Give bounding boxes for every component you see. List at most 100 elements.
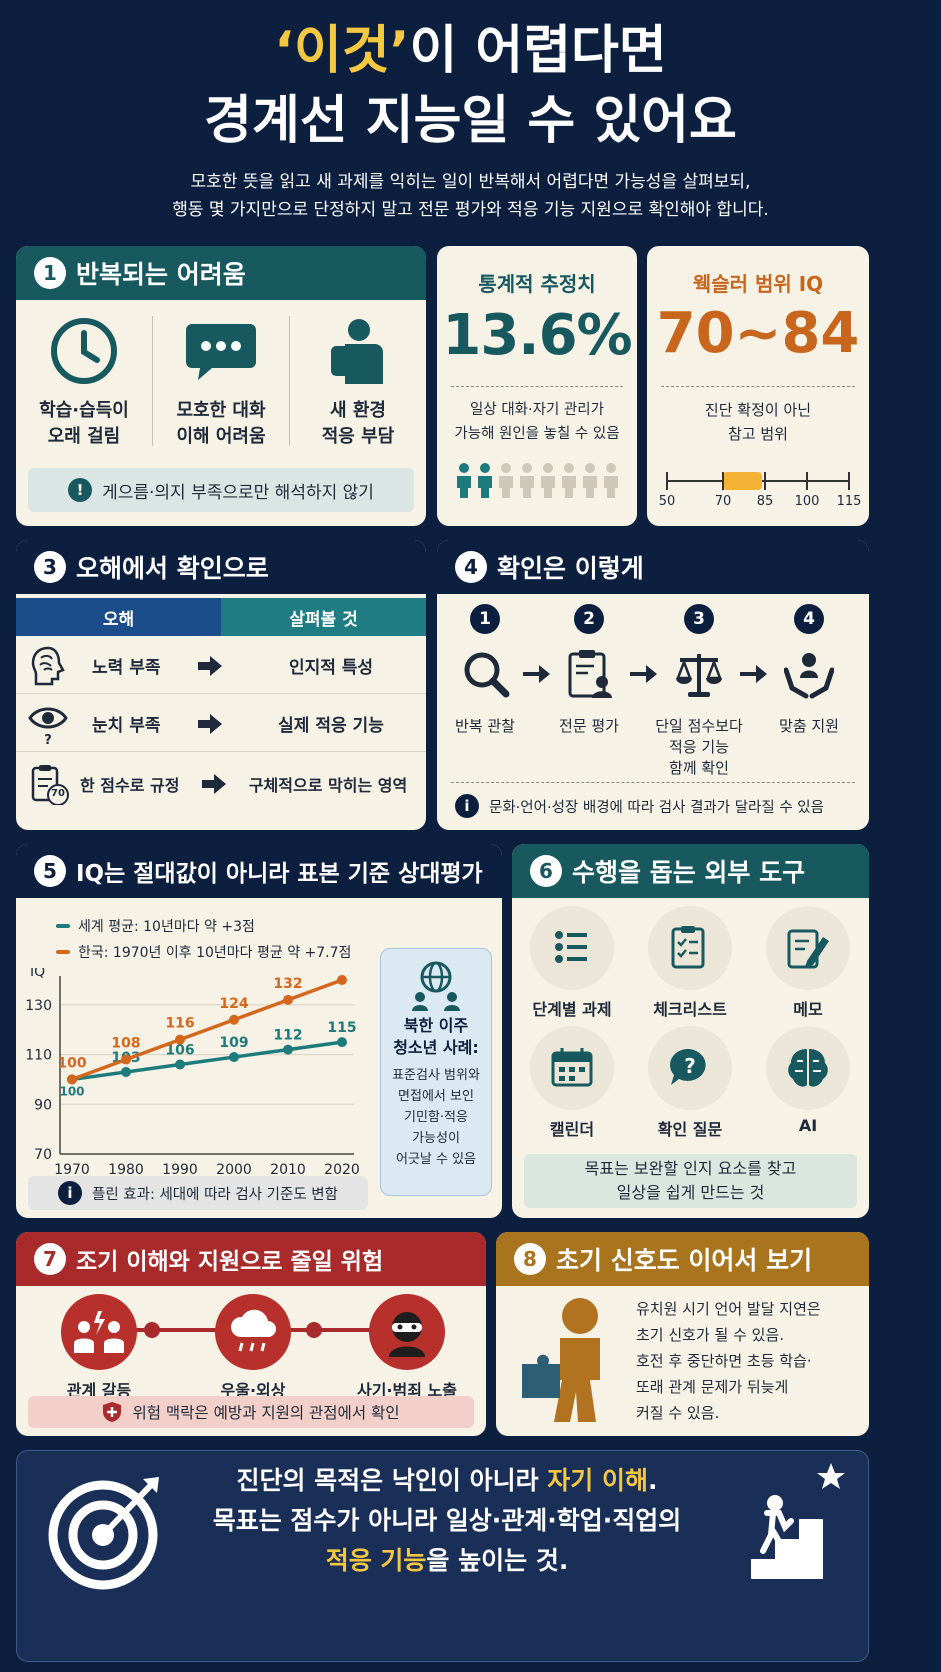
section-6-note: 목표는 보완할 인지 요소를 찾고 일상을 쉽게 만드는 것 <box>524 1154 857 1208</box>
eye-icon: ? <box>28 707 68 746</box>
data-label: 124 <box>219 996 248 1012</box>
misconception-rows: 노력 부족 인지적 특성 ? 눈치 부족 실제 적응 기능 70 한 점수로 규… <box>16 638 426 828</box>
person-icon <box>541 463 555 498</box>
data-label: 100 <box>57 1055 86 1071</box>
tool-icon-ring <box>766 1026 850 1110</box>
y-tick-label: 130 <box>25 998 52 1014</box>
magnifier-icon <box>464 652 510 698</box>
early-signs-text: 유치원 시기 언어 발달 지연은 초기 신호가 될 수 있음. 호전 후 중단하면 … <box>636 1296 864 1426</box>
scale-tick <box>764 472 766 490</box>
legend-label: 세계 평균: 10년마다 약 +3점 <box>78 919 255 935</box>
y-tick-label: 90 <box>34 1097 52 1113</box>
person-icon <box>478 463 492 498</box>
arrow-right-icon <box>740 665 767 683</box>
iq-label: 웩슬러 범위 IQ <box>692 272 824 296</box>
section-7-note: 위험 맥락은 예방과 지원의 관점에서 확인 <box>28 1396 474 1428</box>
item-label: 모호한 대화 이해 어려움 <box>176 400 266 447</box>
step-number: 2 <box>574 604 604 634</box>
tool-icon-ring <box>648 906 732 990</box>
data-point <box>67 1074 77 1085</box>
clipboard-person-icon <box>568 650 612 698</box>
section-title: 수행을 돕는 외부 도구 <box>572 858 806 887</box>
tools-grid: 단계별 과제 체크리스트 메모 캘린더? 확인 질문 AI <box>512 906 869 1146</box>
iq-range-card: 웩슬러 범위 IQ 70~84 진단 확정이 아닌 참고 범위 50 70 85 100… <box>647 246 869 526</box>
conflict-icon <box>61 1294 137 1370</box>
section-6-header: 6 수행을 돕는 외부 도구 <box>512 844 869 898</box>
data-point <box>175 1034 185 1045</box>
section-title: IQ는 절대값이 아니라 표본 기준 상대평가 <box>76 861 483 887</box>
legend-label: 한국: 1970년 이후 10년마다 평균 약 +7.7점 <box>78 945 352 961</box>
section-misconception: 3 오해에서 확인으로 오해 살펴볼 것 노력 부족 인지적 특성 ? 눈치 부… <box>16 540 426 830</box>
data-label: 132 <box>273 976 302 992</box>
table-row: 70 한 점수로 규정 구체적으로 막히는 영역 <box>16 756 426 812</box>
divider <box>289 316 290 446</box>
flynn-effect-note: i 플린 효과: 세대에 따라 검사 기준도 변함 <box>28 1176 368 1210</box>
section-number: 6 <box>530 855 562 887</box>
text-line: 또래 관계 문제가 뒤늦게 <box>636 1378 789 1396</box>
section-number: 8 <box>514 1243 546 1275</box>
question-bubble-icon: ? <box>670 1048 706 1085</box>
data-point <box>175 1059 185 1070</box>
data-point <box>283 994 293 1005</box>
note-text: 위험 맥락은 예방과 지원의 관점에서 확인 <box>132 1404 400 1422</box>
stat-description: 일상 대화·자기 관리가 가능해 원인을 놓칠 수 있음 <box>454 402 620 442</box>
difficulty-item: 새 환경 적응 부담 <box>290 316 426 450</box>
scale-tick-label: 85 <box>756 494 774 509</box>
data-point <box>337 1037 347 1048</box>
note-text: 플린 효과: 세대에 따라 검사 기준도 변함 <box>92 1186 338 1203</box>
series-line <box>71 978 343 1082</box>
section-1-header: 1 반복되는 어려움 <box>16 246 426 300</box>
connector-dot <box>306 1322 322 1338</box>
brain-head-icon <box>31 646 65 685</box>
score-badge: 70 <box>51 788 65 799</box>
people-pictogram <box>455 462 625 498</box>
range-band <box>723 472 763 490</box>
x-tick-label: 1970 <box>54 1162 90 1178</box>
step-list-icon <box>555 931 587 963</box>
step-number: 1 <box>470 604 500 634</box>
step-label: 단일 점수보다 적응 기능 함께 확인 <box>655 717 743 777</box>
scale-tick <box>666 472 668 490</box>
section-title: 초기 신호도 이어서 보기 <box>556 1246 813 1275</box>
data-point <box>229 1014 239 1025</box>
scale-tick <box>722 472 724 490</box>
person-icon <box>583 463 597 498</box>
text-line: 초기 신호가 될 수 있음. <box>636 1326 785 1344</box>
section-4-note: i 문화·언어·성장 배경에 따라 검사 결과가 달라질 수 있음 <box>447 790 859 822</box>
item-label: 새 환경 적응 부담 <box>321 400 395 447</box>
table-header: 오해 살펴볼 것 <box>16 598 426 636</box>
arrow-right-icon <box>630 665 657 683</box>
section-number: 7 <box>34 1243 66 1275</box>
scale-tick-label: 50 <box>658 494 676 509</box>
x-tick-label: 1990 <box>162 1162 198 1178</box>
title-line2: 경계선 지능일 수 있어요 <box>204 91 737 151</box>
section-1-note: ! 게으름·의지 부족으로만 해석하지 않기 <box>28 468 414 512</box>
risk-item: 사기·범죄 노출 <box>332 1294 482 1404</box>
data-label: 140 <box>327 968 356 972</box>
footer-banner: 진단의 목적은 낙인이 아니라 자기 이해. 목표는 점수가 아니라 일상·관계… <box>16 1450 869 1662</box>
section-title: 조기 이해와 지원으로 줄일 위험 <box>76 1249 384 1275</box>
data-point <box>121 1054 131 1065</box>
data-label: 100 <box>59 1084 84 1098</box>
risk-label: 우울·외상 <box>220 1381 286 1400</box>
divider <box>451 782 855 783</box>
alert-icon: ! <box>68 478 93 502</box>
brain-ai-icon <box>788 1049 828 1087</box>
check-text: 구체적으로 막히는 영역 <box>248 776 408 795</box>
divider <box>451 386 623 387</box>
legend-swatch <box>56 924 70 928</box>
north-korea-case-box: 북한 이주 청소년 사례: 표준검사 범위와 면접에서 보인 기민함·적응 가능성이 어긋… <box>380 948 492 1196</box>
check-steps: 1 반복 관찰 2 전문 평가 3 단일 점수보다 적응 기능 함께 확인 4 맞춤 지원 <box>437 604 869 777</box>
scale-tick-label: 70 <box>714 494 732 509</box>
tool-label: 단계별 과제 <box>532 1000 612 1019</box>
subtitle-line2: 행동 몇 가지만으로 단정하지 말고 전문 평가와 적응 기능 지원으로 확인해… <box>172 200 769 220</box>
memo-pencil-icon <box>787 929 829 969</box>
section-risks: 7 조기 이해와 지원으로 줄일 위험 관계 갈등 우울·외상 사기·범죄 노출… <box>16 1232 486 1436</box>
risk-item: 우울·외상 <box>178 1294 328 1404</box>
note-text: 목표는 보완할 인지 요소를 찾고 <box>584 1159 797 1178</box>
risk-label: 관계 갈등 <box>66 1381 132 1400</box>
y-tick-label: 70 <box>34 1147 52 1163</box>
data-point <box>337 975 347 985</box>
section-number: 1 <box>34 257 66 289</box>
check-text: 인지적 특성 <box>288 658 374 678</box>
